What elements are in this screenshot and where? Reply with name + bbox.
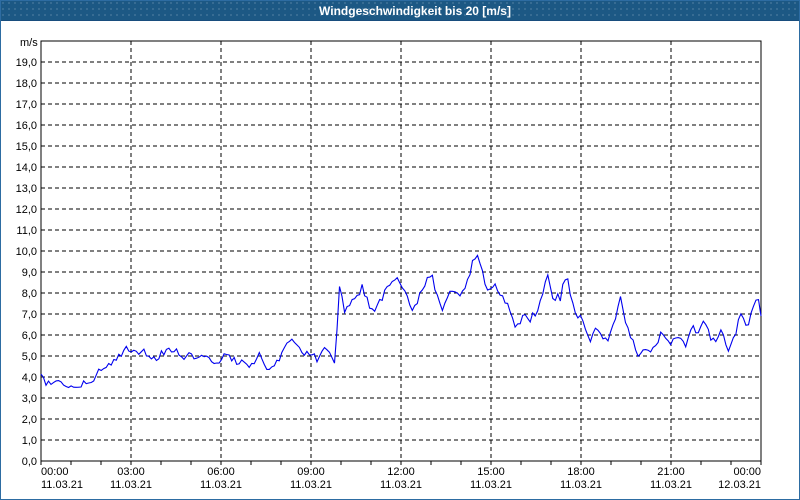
svg-text:10,0: 10,0 — [16, 246, 37, 258]
svg-text:21:00: 21:00 — [657, 466, 685, 478]
svg-text:19,0: 19,0 — [16, 57, 37, 69]
svg-text:3,0: 3,0 — [22, 393, 37, 405]
svg-text:2,0: 2,0 — [22, 414, 37, 426]
svg-text:9,0: 9,0 — [22, 267, 37, 279]
svg-text:11.03.21: 11.03.21 — [380, 479, 422, 491]
svg-text:11.03.21: 11.03.21 — [110, 479, 152, 491]
svg-text:11.03.21: 11.03.21 — [200, 479, 242, 491]
svg-text:03:00: 03:00 — [117, 466, 145, 478]
svg-text:6,0: 6,0 — [22, 330, 37, 342]
svg-text:8,0: 8,0 — [22, 288, 37, 300]
svg-text:16,0: 16,0 — [16, 120, 37, 132]
svg-text:18,0: 18,0 — [16, 78, 37, 90]
svg-text:18:00: 18:00 — [567, 466, 595, 478]
svg-text:7,0: 7,0 — [22, 309, 37, 321]
svg-text:12,0: 12,0 — [16, 204, 37, 216]
svg-text:06:00: 06:00 — [207, 466, 235, 478]
svg-text:5,0: 5,0 — [22, 351, 37, 363]
svg-text:11.03.21: 11.03.21 — [290, 479, 332, 491]
svg-text:11.03.21: 11.03.21 — [41, 479, 83, 491]
svg-text:m/s: m/s — [20, 37, 38, 49]
svg-text:15:00: 15:00 — [477, 466, 505, 478]
svg-text:00:00: 00:00 — [733, 466, 761, 478]
svg-text:14,0: 14,0 — [16, 162, 37, 174]
svg-text:12:00: 12:00 — [387, 466, 415, 478]
svg-text:12.03.21: 12.03.21 — [718, 479, 761, 491]
svg-text:11,0: 11,0 — [16, 225, 37, 237]
svg-text:15,0: 15,0 — [16, 141, 37, 153]
svg-text:11.03.21: 11.03.21 — [560, 479, 602, 491]
svg-text:0,0: 0,0 — [22, 456, 37, 468]
svg-text:17,0: 17,0 — [16, 99, 37, 111]
svg-text:1,0: 1,0 — [22, 435, 37, 447]
svg-text:00:00: 00:00 — [41, 466, 69, 478]
svg-text:09:00: 09:00 — [297, 466, 325, 478]
svg-text:13,0: 13,0 — [16, 183, 37, 195]
svg-text:11.03.21: 11.03.21 — [650, 479, 692, 491]
svg-text:11.03.21: 11.03.21 — [470, 479, 512, 491]
svg-text:4,0: 4,0 — [22, 372, 37, 384]
